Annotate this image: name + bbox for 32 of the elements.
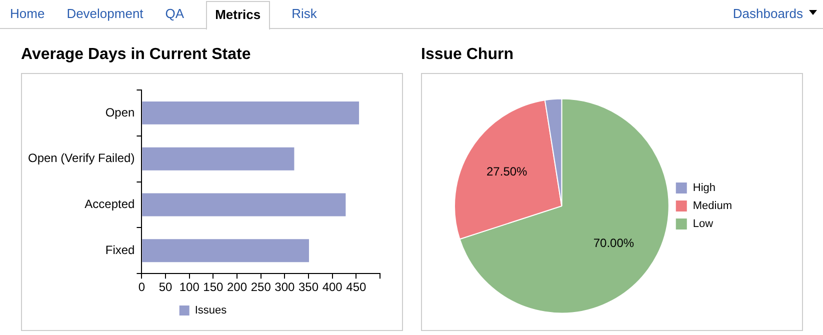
text: Development [66, 6, 144, 21]
bar [142, 101, 360, 124]
bar [142, 147, 294, 170]
chart-title: Issue Churn [421, 46, 514, 65]
legend-label: Medium [692, 200, 732, 212]
x-tick-label: 350 [298, 280, 319, 294]
x-tick-label: 400 [322, 280, 343, 294]
x-tick-label: 150 [203, 280, 224, 294]
data-label: 27.50% [486, 164, 528, 179]
y-tick-label: Open (Verify Failed) [28, 151, 135, 166]
bar [142, 239, 309, 262]
x-tick-label: 450 [346, 280, 367, 294]
chart-title: Average Days in Current State [21, 46, 252, 65]
x-tick-label: 100 [179, 280, 200, 294]
bar [142, 193, 346, 216]
x-tick-label: 0 [138, 280, 146, 294]
text: Metrics [206, 1, 270, 30]
legend-label: Issues [194, 304, 228, 317]
x-tick-label: 300 [274, 280, 296, 294]
y-tick-label: Accepted [84, 197, 135, 212]
text: QA [165, 6, 184, 21]
y-tick-label: Open [105, 105, 135, 120]
text: Home [10, 6, 45, 21]
text: Risk [292, 6, 317, 21]
data-label: 70.00% [593, 236, 634, 250]
legend-label: Low [692, 218, 714, 230]
y-tick-label: Fixed [105, 242, 135, 257]
legend-label: High [692, 182, 716, 194]
x-tick-label: 200 [227, 280, 248, 294]
x-tick-label: 250 [250, 280, 272, 294]
text: Dashboards [732, 6, 803, 21]
x-tick-label: 50 [158, 280, 173, 294]
